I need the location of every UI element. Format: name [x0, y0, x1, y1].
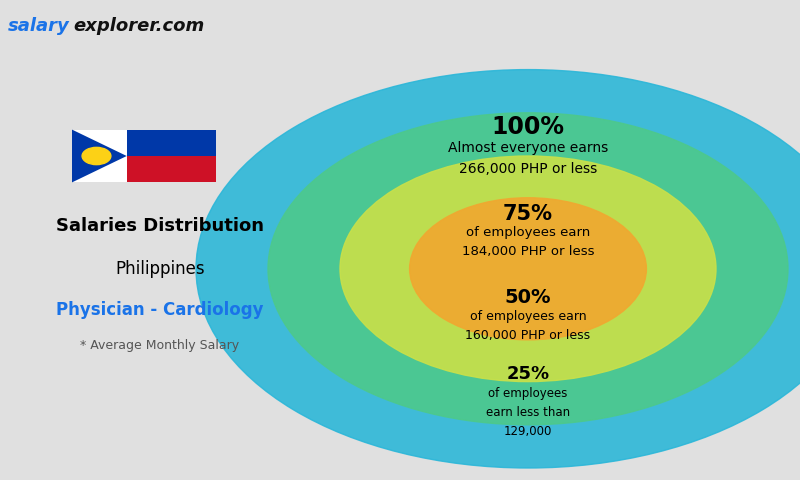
Text: Almost everyone earns
266,000 PHP or less: Almost everyone earns 266,000 PHP or les… — [448, 141, 608, 176]
Text: 50%: 50% — [505, 288, 551, 307]
Text: 25%: 25% — [506, 365, 550, 384]
Text: of employees earn
184,000 PHP or less: of employees earn 184,000 PHP or less — [462, 227, 594, 258]
Text: * Average Monthly Salary: * Average Monthly Salary — [81, 339, 239, 352]
Circle shape — [82, 147, 111, 165]
Circle shape — [340, 156, 716, 382]
Text: Salaries Distribution: Salaries Distribution — [56, 216, 264, 235]
Text: Philippines: Philippines — [115, 260, 205, 278]
Text: 75%: 75% — [503, 204, 553, 224]
Circle shape — [410, 198, 646, 340]
Text: Physician - Cardiology: Physician - Cardiology — [56, 300, 264, 319]
Circle shape — [196, 70, 800, 468]
Bar — [126, 130, 216, 156]
Text: explorer.com: explorer.com — [74, 17, 205, 35]
Circle shape — [268, 113, 788, 425]
Text: salary: salary — [8, 17, 70, 35]
Bar — [126, 156, 216, 182]
Text: of employees
earn less than
129,000: of employees earn less than 129,000 — [486, 387, 570, 438]
Polygon shape — [72, 130, 126, 182]
Text: 100%: 100% — [491, 115, 565, 139]
Text: of employees earn
160,000 PHP or less: of employees earn 160,000 PHP or less — [466, 311, 590, 342]
Bar — [72, 130, 216, 182]
